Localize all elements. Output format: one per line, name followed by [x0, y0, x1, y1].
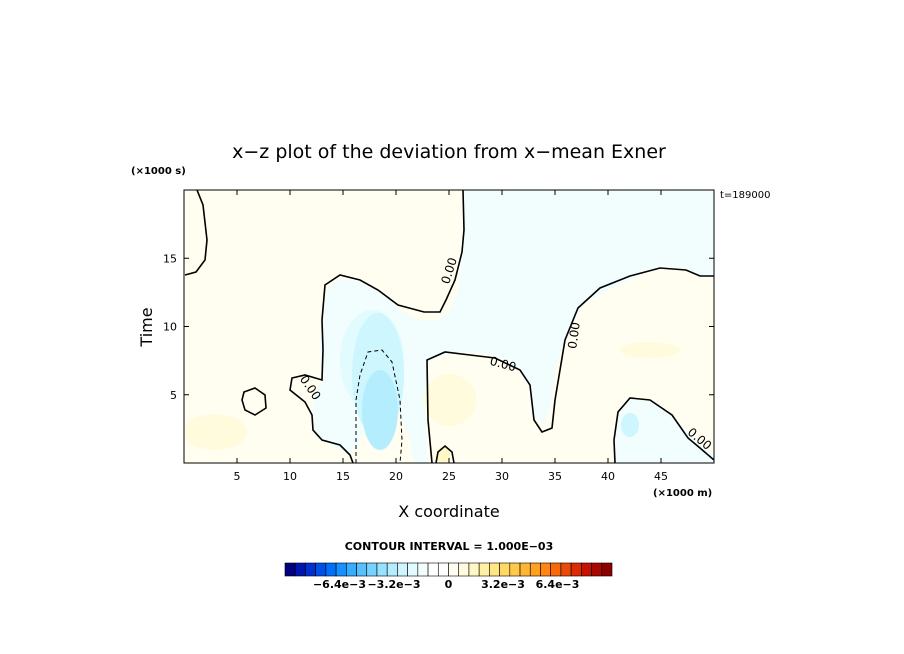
colorbar-swatch	[366, 562, 378, 577]
contour-label: 0.00	[565, 321, 583, 349]
colorbar-swatch	[550, 562, 562, 577]
colorbar-tick-label: 6.4e−3	[536, 578, 580, 591]
y-axis-label: Time	[137, 307, 156, 347]
x-tick-label: 10	[283, 470, 297, 483]
field-positive-patch	[424, 374, 476, 426]
colorbar-ticks: −6.4e−3 −3.2e−3 0 3.2e−3 6.4e−3	[313, 578, 579, 591]
colorbar-swatch	[305, 562, 316, 577]
colorbar-swatch	[315, 562, 327, 577]
contour-zero-left	[184, 190, 208, 276]
field-negative-region	[312, 190, 714, 463]
x-tick-label: 15	[336, 470, 350, 483]
contour-label: 0.00	[488, 354, 517, 374]
colorbar-swatch	[458, 562, 470, 577]
x-unit-label: (×1000 m)	[653, 488, 712, 499]
colorbar-swatch	[417, 562, 429, 577]
colorbar-swatch	[519, 562, 531, 577]
colorbar-swatch	[448, 562, 460, 577]
colorbar-swatch	[397, 562, 408, 577]
colorbar-tick-label: 3.2e−3	[481, 578, 525, 591]
x-tick-label: 35	[548, 470, 562, 483]
colorbar-swatch	[570, 562, 582, 577]
colorbar-swatch	[437, 562, 449, 577]
colorbar-swatch	[356, 562, 368, 577]
colorbar-swatch	[478, 562, 490, 577]
field-negative-center	[362, 370, 398, 450]
colorbar-swatch	[376, 562, 388, 577]
chart-title: x−z plot of the deviation from x−mean Ex…	[232, 141, 666, 163]
x-tick-label: 20	[389, 470, 403, 483]
plot-area	[184, 190, 714, 463]
colorbar-swatch	[346, 562, 357, 577]
colorbar-swatch	[529, 562, 541, 577]
colorbar-swatch	[489, 562, 500, 577]
contour-zero-small-loop	[241, 387, 267, 416]
x-tick-label: 45	[654, 470, 668, 483]
x-tick-label: 5	[234, 470, 241, 483]
y-tick-label: 15	[163, 252, 177, 265]
colorbar-tick-label: −6.4e−3	[313, 578, 366, 591]
contour-zero-main	[289, 190, 465, 463]
contour-interval-label: CONTOUR INTERVAL = 1.000E−03	[345, 540, 554, 553]
colorbar-swatch	[499, 562, 511, 577]
colorbar-swatch	[284, 562, 296, 577]
colorbar-swatch	[560, 562, 572, 577]
colorbar-swatch	[468, 562, 480, 577]
contour-zero-top	[426, 267, 714, 463]
colorbar-swatch	[294, 562, 306, 577]
field-negative-region-right	[614, 398, 714, 463]
colorbar-swatch	[407, 562, 419, 577]
colorbar-swatch	[325, 562, 337, 577]
colorbar	[284, 562, 613, 577]
colorbar-swatch	[386, 562, 398, 577]
colorbar-swatch	[509, 562, 521, 577]
x-tick-label: 25	[442, 470, 456, 483]
field-positive-patch-left	[184, 414, 247, 450]
colorbar-tick-label: 0	[445, 578, 453, 591]
y-axis-ticks: 5 10 15	[163, 252, 714, 402]
x-tick-label: 40	[601, 470, 615, 483]
contour-zero-bottom-right	[613, 397, 714, 463]
colorbar-swatch	[540, 562, 551, 577]
y-tick-label: 10	[163, 321, 177, 334]
colorbar-swatch	[335, 562, 347, 577]
colorbar-swatch	[427, 562, 439, 577]
field-negative-small	[621, 413, 639, 437]
time-stamp: t=189000	[720, 190, 770, 201]
x-axis-ticks: 5 10 15 20 25 30 35 40 45	[234, 190, 668, 483]
x-axis-label: X coordinate	[398, 502, 499, 521]
contour-positive-small	[435, 444, 455, 463]
colorbar-swatch	[601, 562, 613, 577]
y-tick-label: 5	[170, 389, 177, 402]
x-tick-label: 30	[495, 470, 509, 483]
contour-negative	[355, 349, 403, 463]
colorbar-swatch	[581, 562, 592, 577]
colorbar-tick-label: −3.2e−3	[367, 578, 420, 591]
colorbar-swatch	[591, 562, 603, 577]
field-positive-patch-right	[620, 342, 680, 358]
y-unit-label: (×1000 s)	[131, 166, 186, 177]
